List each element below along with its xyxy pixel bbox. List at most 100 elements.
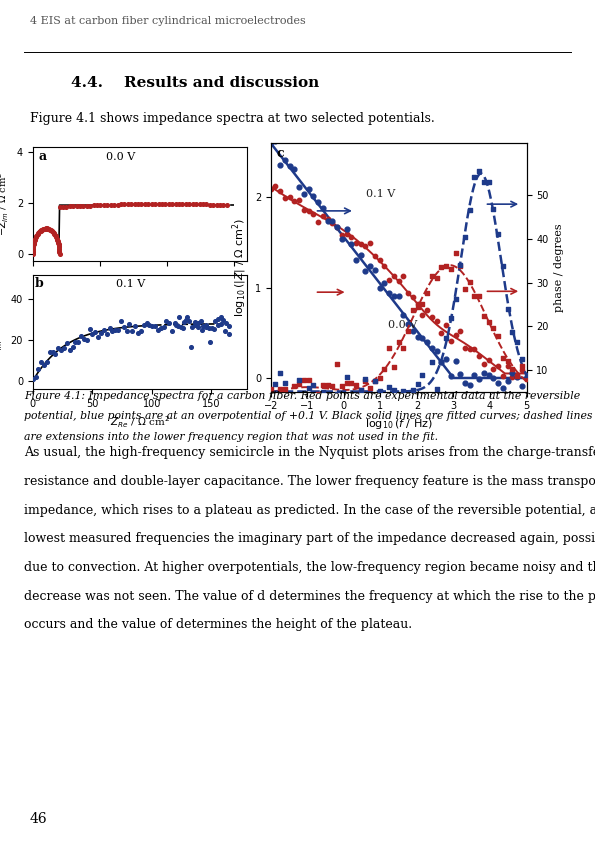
Text: Figure 4.1: Impedance spectra for a carbon fiber. Red points are experimental da: Figure 4.1: Impedance spectra for a carb…: [24, 391, 580, 401]
Point: [422, 335, 432, 349]
Point: [346, 231, 356, 244]
Point: [184, 314, 194, 328]
Point: [122, 324, 131, 338]
Point: [451, 354, 461, 367]
Point: [181, 197, 190, 210]
Point: [213, 312, 223, 326]
Point: [351, 237, 361, 250]
Point: [38, 222, 48, 236]
Point: [479, 357, 488, 370]
Point: [299, 188, 309, 201]
Point: [43, 222, 53, 236]
Point: [55, 200, 64, 214]
Point: [361, 374, 370, 387]
Point: [178, 316, 188, 329]
Point: [503, 360, 512, 373]
Point: [351, 253, 361, 267]
Point: [32, 228, 42, 242]
Point: [153, 323, 162, 337]
Point: [188, 197, 198, 210]
Point: [285, 189, 295, 203]
Point: [176, 320, 186, 333]
Point: [418, 368, 427, 381]
Point: [193, 316, 202, 329]
Text: 0.0 V: 0.0 V: [107, 152, 136, 162]
Point: [422, 286, 432, 300]
Text: Figure 4.1 shows impedance spectra at two selected potentials.: Figure 4.1 shows impedance spectra at tw…: [30, 112, 434, 125]
Text: decrease was not seen. The value of d determines the frequency at which the rise: decrease was not seen. The value of d de…: [24, 589, 595, 603]
Point: [54, 241, 64, 254]
Point: [190, 318, 200, 332]
Point: [266, 382, 275, 396]
Point: [365, 397, 375, 411]
Point: [178, 322, 188, 335]
Point: [460, 376, 469, 390]
Text: lowest measured frequencies the imaginary part of the impedance decreased again,: lowest measured frequencies the imaginar…: [24, 532, 595, 546]
Point: [356, 248, 365, 261]
Point: [65, 343, 74, 356]
Point: [28, 248, 37, 261]
Point: [157, 197, 167, 210]
Point: [34, 363, 43, 376]
Point: [29, 239, 38, 253]
Point: [365, 381, 375, 395]
Point: [42, 221, 51, 235]
Point: [441, 318, 451, 332]
Point: [139, 318, 149, 332]
Point: [39, 222, 49, 236]
Point: [162, 314, 171, 328]
Point: [271, 376, 280, 390]
Point: [508, 365, 517, 379]
Point: [140, 197, 149, 210]
Point: [384, 381, 394, 394]
Point: [36, 355, 46, 369]
Point: [413, 297, 422, 311]
Point: [47, 224, 57, 237]
Point: [271, 179, 280, 192]
Point: [493, 227, 503, 241]
Point: [285, 159, 295, 173]
Point: [403, 287, 413, 301]
Point: [216, 317, 226, 331]
Point: [271, 134, 280, 147]
Point: [380, 393, 389, 407]
Point: [456, 367, 465, 381]
Point: [493, 329, 503, 343]
Point: [427, 269, 437, 282]
Point: [161, 197, 170, 210]
Point: [465, 275, 474, 289]
Point: [342, 222, 351, 236]
Text: resistance and double-layer capacitance. The lower frequency feature is the mass: resistance and double-layer capacitance.…: [24, 475, 595, 488]
Point: [82, 199, 92, 212]
Point: [79, 333, 89, 346]
Point: [309, 378, 318, 392]
Point: [351, 378, 361, 392]
Point: [266, 396, 275, 409]
Point: [465, 378, 474, 392]
Point: [99, 198, 109, 211]
Point: [446, 312, 456, 325]
Point: [31, 231, 40, 244]
Point: [209, 322, 218, 336]
Point: [113, 198, 123, 211]
Point: [304, 182, 314, 195]
Point: [437, 354, 446, 368]
Point: [384, 341, 394, 354]
Point: [34, 226, 43, 240]
Point: [45, 222, 54, 236]
Y-axis label: $-Z_{Im}$ / $\Omega$ cm$^2$: $-Z_{Im}$ / $\Omega$ cm$^2$: [0, 300, 5, 364]
Point: [217, 311, 226, 324]
Point: [102, 198, 112, 211]
Point: [394, 335, 403, 349]
Point: [39, 359, 49, 372]
Point: [337, 229, 346, 242]
Point: [318, 386, 328, 399]
Point: [28, 246, 37, 259]
Point: [164, 197, 174, 210]
Point: [186, 340, 196, 354]
Point: [375, 253, 384, 267]
Point: [413, 377, 422, 391]
Point: [361, 264, 370, 278]
Text: are extensions into the lower frequency region that was not used in the fit.: are extensions into the lower frequency …: [24, 432, 438, 442]
Point: [408, 325, 418, 338]
